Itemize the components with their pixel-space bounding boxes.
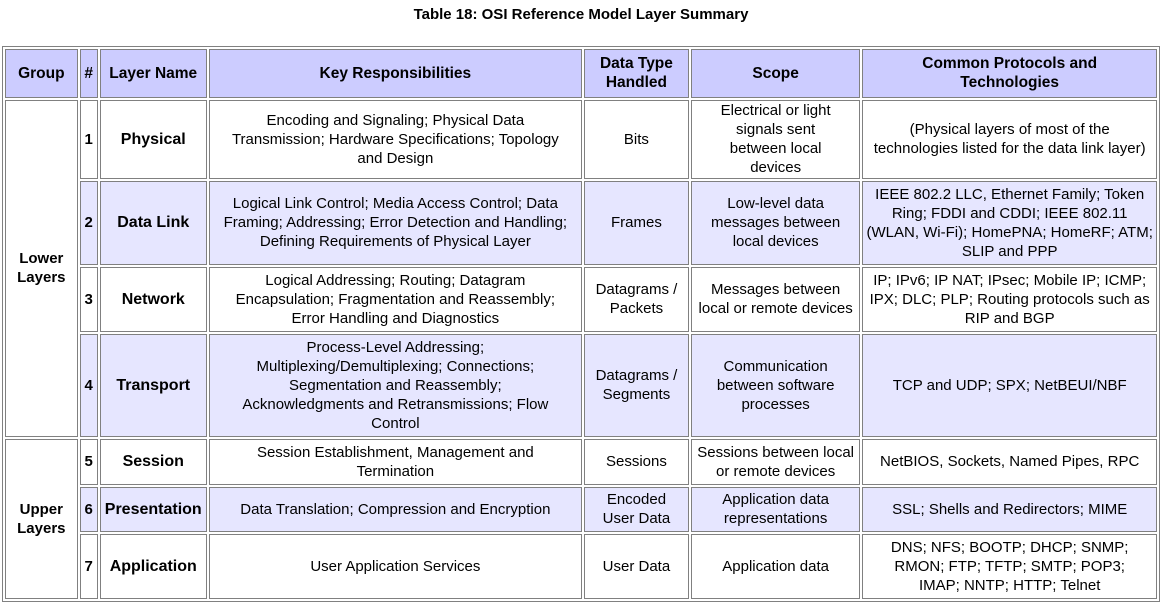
layer-responsibilities: Encoding and Signaling; Physical Data Tr… — [208, 99, 582, 179]
layer-data-type: User Data — [583, 534, 689, 599]
layer-name: Session — [99, 438, 207, 485]
layer-protocols: IP; IPv6; IP NAT; IPsec; Mobile IP; ICMP… — [862, 266, 1157, 332]
layer-scope: Low-level data messages between local de… — [690, 180, 861, 265]
layer-scope: Messages between local or remote devices — [690, 266, 861, 332]
layer-scope: Sessions between local or remote devices — [690, 438, 861, 485]
table-row: 6 Presentation Data Translation; Compres… — [5, 486, 1157, 533]
layer-responsibilities: Data Translation; Compression and Encryp… — [208, 486, 582, 533]
header-protocols: Common Protocols and Technologies — [862, 49, 1157, 98]
layer-scope: Communication between software processes — [690, 333, 861, 437]
osi-layer-table: Group # Layer Name Key Responsibilities … — [2, 46, 1160, 602]
layer-responsibilities: Logical Addressing; Routing; Datagram En… — [208, 266, 582, 332]
layer-name: Physical — [99, 99, 207, 179]
layer-responsibilities: Process-Level Addressing; Multiplexing/D… — [208, 333, 582, 437]
layer-protocols: NetBIOS, Sockets, Named Pipes, RPC — [862, 438, 1157, 485]
layer-data-type: Sessions — [583, 438, 689, 485]
header-group: Group — [5, 49, 78, 98]
layer-number: 4 — [79, 333, 98, 437]
layer-scope: Application data representations — [690, 486, 861, 533]
layer-protocols: IEEE 802.2 LLC, Ethernet Family; Token R… — [862, 180, 1157, 265]
layer-data-type: Datagrams / Segments — [583, 333, 689, 437]
layer-name: Network — [99, 266, 207, 332]
layer-number: 2 — [79, 180, 98, 265]
layer-name: Presentation — [99, 486, 207, 533]
layer-data-type: Frames — [583, 180, 689, 265]
layer-responsibilities: Session Establishment, Management and Te… — [208, 438, 582, 485]
layer-name: Transport — [99, 333, 207, 437]
header-key-responsibilities: Key Responsibilities — [208, 49, 582, 98]
header-layer-name: Layer Name — [99, 49, 207, 98]
layer-name: Data Link — [99, 180, 207, 265]
layer-responsibilities: Logical Link Control; Media Access Contr… — [208, 180, 582, 265]
layer-protocols: TCP and UDP; SPX; NetBEUI/NBF — [862, 333, 1157, 437]
table-row: Lower Layers 1 Physical Encoding and Sig… — [5, 99, 1157, 437]
layer-protocols: SSL; Shells and Redirectors; MIME — [862, 486, 1157, 533]
layer-number: 3 — [79, 266, 98, 332]
layer-data-type: Datagrams / Packets — [583, 266, 689, 332]
layer-data-type: Bits — [583, 99, 689, 179]
layer-number: 6 — [79, 486, 98, 533]
layer-scope: Application data — [690, 534, 861, 599]
header-row: Group # Layer Name Key Responsibilities … — [5, 49, 1157, 98]
table-row: 3 Network Logical Addressing; Routing; D… — [5, 266, 1157, 332]
header-scope: Scope — [690, 49, 861, 98]
group-upper-layers: Upper Layers — [5, 438, 78, 599]
layer-scope: Electrical or light signals sent between… — [690, 99, 861, 179]
table-row: 2 Data Link Logical Link Control; Media … — [5, 180, 1157, 265]
layer-name: Application — [99, 534, 207, 599]
layer-protocols: (Physical layers of most of the technolo… — [862, 99, 1157, 179]
header-number: # — [79, 49, 98, 98]
table-row: 7 Application User Application Services … — [5, 534, 1157, 599]
table-caption: Table 18: OSI Reference Model Layer Summ… — [413, 6, 749, 23]
table-row: Upper Layers 5 Session Session Establish… — [5, 438, 1157, 599]
header-data-type: Data Type Handled — [583, 49, 689, 98]
layer-protocols: DNS; NFS; BOOTP; DHCP; SNMP; RMON; FTP; … — [862, 534, 1157, 599]
layer-responsibilities: User Application Services — [208, 534, 582, 599]
layer-number: 1 — [79, 99, 98, 179]
table-row: 4 Transport Process-Level Addressing; Mu… — [5, 333, 1157, 437]
group-lower-layers: Lower Layers — [5, 99, 78, 437]
layer-number: 7 — [79, 534, 98, 599]
layer-data-type: Encoded User Data — [583, 486, 689, 533]
layer-number: 5 — [79, 438, 98, 485]
